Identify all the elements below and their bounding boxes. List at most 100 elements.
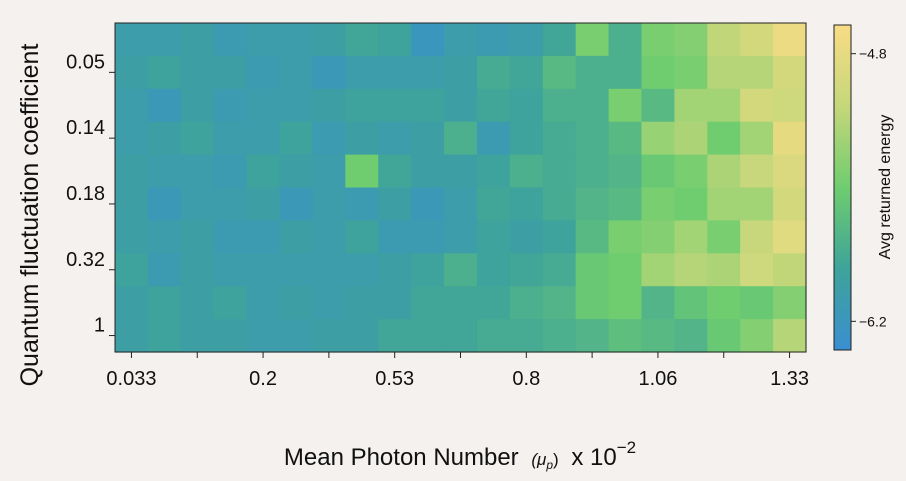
heatmap-cell xyxy=(476,23,511,57)
heatmap-cell xyxy=(773,55,807,90)
x-axis-title-text: Mean Photon Number xyxy=(284,444,519,471)
heatmap-cell xyxy=(411,220,445,254)
x-tick-label: 0.53 xyxy=(375,368,414,390)
heatmap-cell xyxy=(707,220,741,254)
heatmap-cell xyxy=(180,23,215,57)
heatmap-cell xyxy=(575,220,610,254)
heatmap-cell xyxy=(444,121,478,156)
heatmap-cell xyxy=(115,88,149,123)
heatmap-cell xyxy=(608,319,643,353)
heatmap-cell xyxy=(147,319,182,353)
heatmap-cell xyxy=(674,286,708,320)
heatmap-cell xyxy=(509,88,544,123)
heatmap-cell xyxy=(575,121,610,156)
heatmap-cell xyxy=(575,187,610,221)
heatmap-cell xyxy=(542,220,577,254)
colorbar-gradient xyxy=(833,24,852,351)
heatmap-cell xyxy=(345,121,379,156)
x-axis-title-multiplier: x 10 xyxy=(571,444,616,471)
heatmap-cell xyxy=(444,23,478,57)
heatmap-cell xyxy=(312,253,346,287)
heatmap-cell xyxy=(542,121,577,156)
heatmap-cell xyxy=(312,220,346,254)
heatmap-cell xyxy=(312,286,346,320)
heatmap-cell xyxy=(674,154,708,189)
heatmap-cell xyxy=(411,286,445,320)
heatmap-cell xyxy=(213,121,248,156)
heatmap-cell xyxy=(740,253,774,287)
heatmap-cell xyxy=(378,88,412,123)
heatmap-cell xyxy=(444,88,478,123)
heatmap-cell xyxy=(542,88,577,123)
heatmap-cell xyxy=(476,319,511,353)
heatmap-cell xyxy=(411,319,445,353)
x-axis-title-exponent: −2 xyxy=(617,438,636,457)
heatmap-cell xyxy=(476,187,511,221)
heatmap-cell xyxy=(411,88,445,123)
heatmap-cell xyxy=(674,319,708,353)
heatmap-cell xyxy=(115,121,149,156)
heatmap-cell xyxy=(608,121,643,156)
heatmap-cell xyxy=(641,187,675,221)
heatmap-cell xyxy=(279,187,314,221)
heatmap-cell xyxy=(674,220,708,254)
heatmap-cell xyxy=(411,154,445,189)
heatmap-cell xyxy=(115,286,149,320)
heatmap-cell xyxy=(213,319,248,353)
heatmap-cell xyxy=(180,187,215,221)
heatmap-cell xyxy=(509,286,544,320)
heatmap-cell xyxy=(378,55,412,90)
heatmap-cell xyxy=(279,286,314,320)
heatmap-cell xyxy=(674,55,708,90)
heatmap-cell xyxy=(147,220,182,254)
heatmap-cell xyxy=(509,154,544,189)
heatmap-cell xyxy=(345,286,379,320)
heatmap-cell xyxy=(674,121,708,156)
heatmap-cell xyxy=(147,286,182,320)
y-tick-label: 0.05 xyxy=(66,51,105,73)
heatmap-cell xyxy=(180,253,215,287)
heatmap-cell xyxy=(608,253,643,287)
heatmap-cell xyxy=(411,253,445,287)
heatmap-cell xyxy=(115,253,149,287)
heatmap-cell xyxy=(674,187,708,221)
heatmap-cell xyxy=(641,154,675,189)
heatmap-cell xyxy=(279,23,314,57)
colorbar: −4.8 −6.2 Avg returned energy xyxy=(833,24,894,351)
heatmap-cell xyxy=(509,220,544,254)
heatmap-cell xyxy=(180,154,215,189)
heatmap-cell xyxy=(180,220,215,254)
heatmap-cell xyxy=(115,220,149,254)
heatmap-cell xyxy=(312,154,346,189)
heatmap-cell xyxy=(740,121,774,156)
heatmap-cell xyxy=(608,220,643,254)
heatmap-cell xyxy=(707,319,741,353)
heatmap-cell xyxy=(345,88,379,123)
heatmap-cell xyxy=(147,187,182,221)
heatmap-cell xyxy=(246,55,281,90)
heatmap-cell xyxy=(115,187,149,221)
heatmap-cell xyxy=(707,253,741,287)
heatmap-cell xyxy=(740,23,774,57)
y-tick-label: 0.18 xyxy=(66,183,105,205)
heatmap-cell xyxy=(641,121,675,156)
heatmap-cell xyxy=(180,121,215,156)
heatmap-cell xyxy=(641,55,675,90)
heatmap-cell xyxy=(641,319,675,353)
heatmap-cell xyxy=(115,154,149,189)
heatmap-cell xyxy=(509,23,544,57)
heatmap-cell xyxy=(345,55,379,90)
heatmap-cell xyxy=(147,253,182,287)
heatmap-cell xyxy=(147,23,182,57)
heatmap-cell xyxy=(542,154,577,189)
heatmap-cell xyxy=(246,154,281,189)
heatmap-cell xyxy=(608,23,643,57)
heatmap-cell xyxy=(312,187,346,221)
heatmap-cell xyxy=(476,55,511,90)
heatmap-cell xyxy=(279,319,314,353)
heatmap-cell xyxy=(213,253,248,287)
heatmap-cell xyxy=(740,319,774,353)
heatmap-cell xyxy=(246,121,281,156)
heatmap-cell xyxy=(345,154,379,189)
heatmap-cell xyxy=(476,286,511,320)
